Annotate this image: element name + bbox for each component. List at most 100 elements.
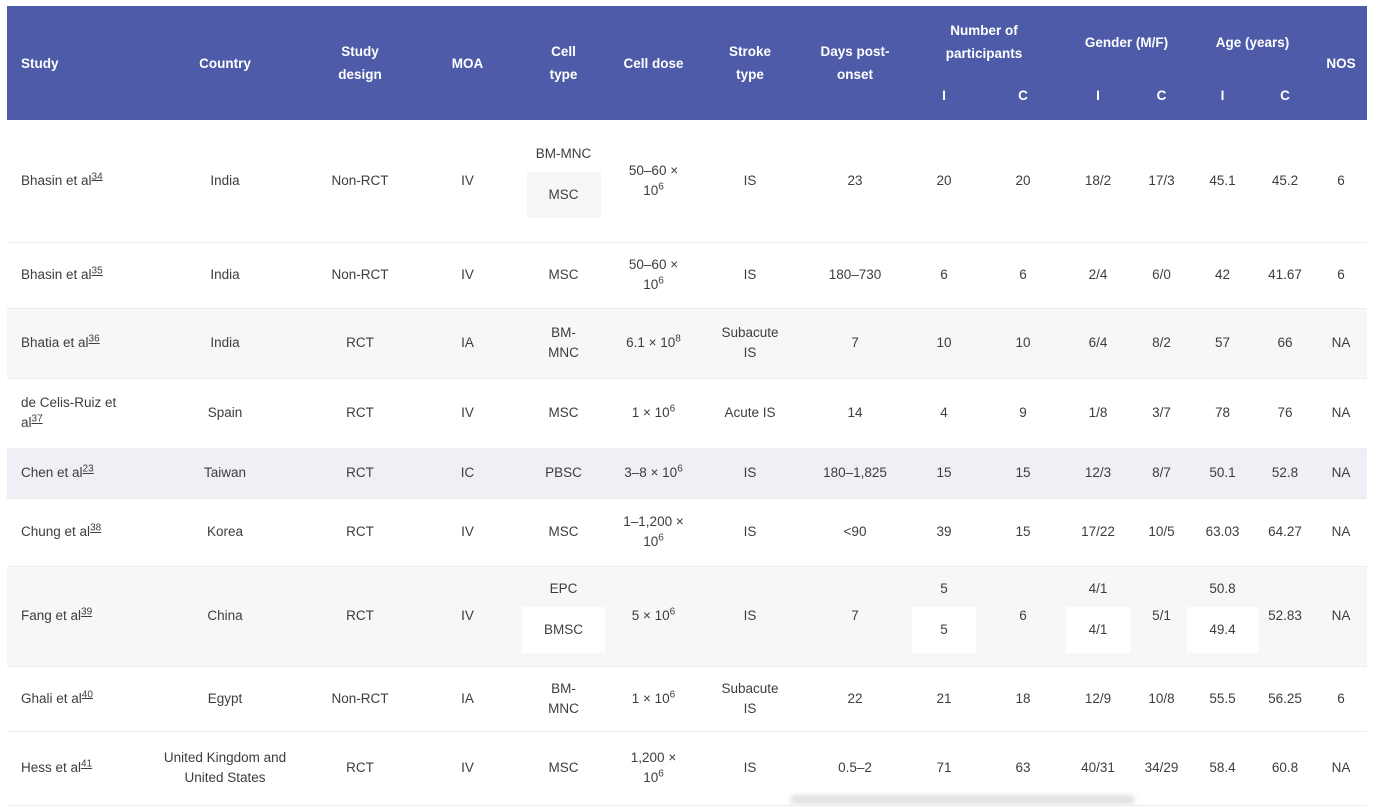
cell-cell-type: BM-MNC MSC xyxy=(515,120,612,242)
cell-part-i: 71 xyxy=(936,760,952,775)
subheader-participants-i: I xyxy=(905,78,983,120)
cell-moa: IC xyxy=(460,465,475,480)
table-row: Fang et al39 China RCT IV EPC BMSC 5 × 106 IS 7 5… xyxy=(7,566,1368,666)
cell-age-i: 57 xyxy=(1214,335,1231,350)
reference-superscript: 37 xyxy=(32,414,43,425)
cell-cell-type: EPC BMSC xyxy=(515,566,612,666)
cell-age-i: 78 xyxy=(1214,405,1231,420)
reference-link[interactable]: 37 xyxy=(31,413,43,425)
column-header-cell-type: Cell type xyxy=(515,6,612,120)
cell-part-i: 39 xyxy=(936,524,952,539)
reference-link[interactable]: 36 xyxy=(88,333,100,345)
reference-link[interactable]: 35 xyxy=(91,265,103,277)
table-row: Bhasin et al34 India Non-RCT IV BM-MNC MSC 50–… xyxy=(7,120,1368,242)
cell-design: RCT xyxy=(346,405,374,420)
cell-value-bottom: 4/1 xyxy=(1066,607,1130,653)
reference-link[interactable]: 34 xyxy=(91,171,103,183)
column-header-country: Country xyxy=(150,6,300,120)
cell-gender-c: 6/0 xyxy=(1152,267,1171,282)
cell-dose: 3–8 × 106 xyxy=(624,463,683,480)
table-row: Chen et al23 Taiwan RCT IC PBSC 3–8 × 106 IS 18… xyxy=(7,448,1368,498)
cell-cell-type: MSC xyxy=(548,267,579,282)
reference-superscript: 41 xyxy=(81,759,92,770)
reference-superscript: 40 xyxy=(82,689,93,700)
cell-gender-i: 17/22 xyxy=(1081,524,1115,539)
cell-value-top: 4/1 xyxy=(1088,581,1108,596)
cell-gender-c: 3/7 xyxy=(1152,405,1171,420)
reference-link[interactable]: 38 xyxy=(90,522,102,534)
cell-moa: IV xyxy=(461,172,474,188)
subheader-age-c: C xyxy=(1255,78,1316,120)
cell-country: Egypt xyxy=(207,690,243,706)
reference-superscript: 39 xyxy=(81,607,92,618)
cell-design: Non-RCT xyxy=(331,267,389,282)
cell-days: 23 xyxy=(847,172,863,188)
cell-gender-c: 17/3 xyxy=(1148,172,1175,188)
reference-link[interactable]: 39 xyxy=(81,606,93,618)
reference-superscript: 35 xyxy=(92,266,103,277)
cell-dose: 6.1 × 108 xyxy=(626,333,681,350)
reference-link[interactable]: 41 xyxy=(81,758,93,770)
cell-age-i: 55.5 xyxy=(1209,690,1236,706)
cell-nos: NA xyxy=(1331,405,1351,420)
cell-moa: IV xyxy=(461,608,474,623)
cell-gender-i: 6/4 xyxy=(1088,335,1108,350)
cell-dose: 1 × 106 xyxy=(631,689,676,706)
cell-stroke: IS xyxy=(743,524,757,539)
cell-value-top: BM-MNC xyxy=(535,145,592,161)
cell-part-c: 18 xyxy=(1015,690,1031,706)
cell-study: Hess et al41 xyxy=(21,758,93,775)
cell-moa: IV xyxy=(461,760,474,775)
cell-cell-type: BM-MNC xyxy=(548,680,579,716)
horizontal-scrollbar-thumb[interactable] xyxy=(790,795,1135,804)
cell-dose: 5 × 106 xyxy=(631,606,676,623)
cell-days: 180–730 xyxy=(828,267,882,282)
cell-gender-c: 5/1 xyxy=(1152,608,1171,623)
cell-stroke: IS xyxy=(743,760,757,775)
reference-link[interactable]: 23 xyxy=(82,463,94,475)
cell-study: Chung et al38 xyxy=(21,522,102,539)
cell-design: RCT xyxy=(346,465,374,480)
cell-stroke: Subacute IS xyxy=(721,325,779,360)
cell-days: 0.5–2 xyxy=(838,760,872,775)
table-row: Ghali et al40 Egypt Non-RCT IA BM-MNC 1 × 106… xyxy=(7,666,1368,731)
cell-gender-i: 4/1 4/1 xyxy=(1063,566,1133,666)
reference-link[interactable]: 40 xyxy=(81,689,93,700)
cell-nos: NA xyxy=(1331,524,1351,539)
cell-age-c: 52.8 xyxy=(1271,465,1299,480)
cell-gender-i: 40/31 xyxy=(1081,760,1115,775)
column-header-moa: MOA xyxy=(420,6,515,120)
column-header-stroke-type: Stroke type xyxy=(695,6,805,120)
cell-value-top: EPC xyxy=(549,581,578,596)
cell-value-bottom: 49.4 xyxy=(1187,607,1258,653)
cell-study: Bhatia et al36 xyxy=(21,333,100,350)
cell-dose: 1–1,200 × 106 xyxy=(623,514,684,549)
superscript: 8 xyxy=(675,333,681,345)
cell-cell-type: BM-MNC xyxy=(548,325,579,360)
cell-age-i: 45.1 xyxy=(1209,172,1236,188)
cell-days: 14 xyxy=(847,405,863,420)
cell-stroke: Subacute IS xyxy=(721,680,779,716)
column-group-gender: Gender (M/F) xyxy=(1063,6,1190,78)
cell-gender-i: 12/9 xyxy=(1084,690,1112,706)
subheader-gender-c: C xyxy=(1133,78,1190,120)
cell-study: Chen et al23 xyxy=(21,463,94,480)
cell-dose: 50–60 × 106 xyxy=(628,257,679,292)
subheader-participants-c: C xyxy=(983,78,1063,120)
cell-gender-c: 10/5 xyxy=(1148,524,1175,539)
table-header: Study Country Study design MOA Cell type… xyxy=(7,6,1368,120)
cell-cell-type: MSC xyxy=(548,524,579,539)
column-group-age: Age (years) xyxy=(1190,6,1316,78)
cell-age-i: 42 xyxy=(1214,267,1231,282)
cell-part-c: 15 xyxy=(1015,465,1031,480)
cell-design: Non-RCT xyxy=(331,690,389,706)
cell-days: 22 xyxy=(847,690,863,706)
cell-country: India xyxy=(210,335,240,350)
reference-superscript: 38 xyxy=(90,523,101,534)
cell-part-c: 63 xyxy=(1015,760,1031,775)
superscript: 6 xyxy=(669,403,676,415)
cell-part-c: 6 xyxy=(1019,267,1027,282)
cell-stroke: IS xyxy=(743,267,757,282)
cell-moa: IV xyxy=(461,524,474,539)
